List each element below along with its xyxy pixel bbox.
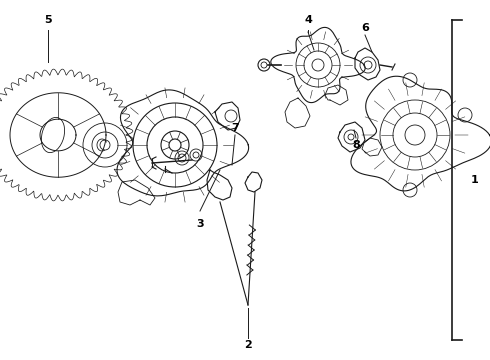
Text: 2: 2 (244, 340, 252, 350)
Text: 7: 7 (231, 123, 239, 133)
Text: 4: 4 (304, 15, 312, 25)
Text: 6: 6 (361, 23, 369, 33)
Text: 8: 8 (352, 140, 360, 150)
Text: 3: 3 (196, 219, 204, 229)
Text: 1: 1 (471, 175, 479, 185)
Text: 5: 5 (44, 15, 52, 25)
